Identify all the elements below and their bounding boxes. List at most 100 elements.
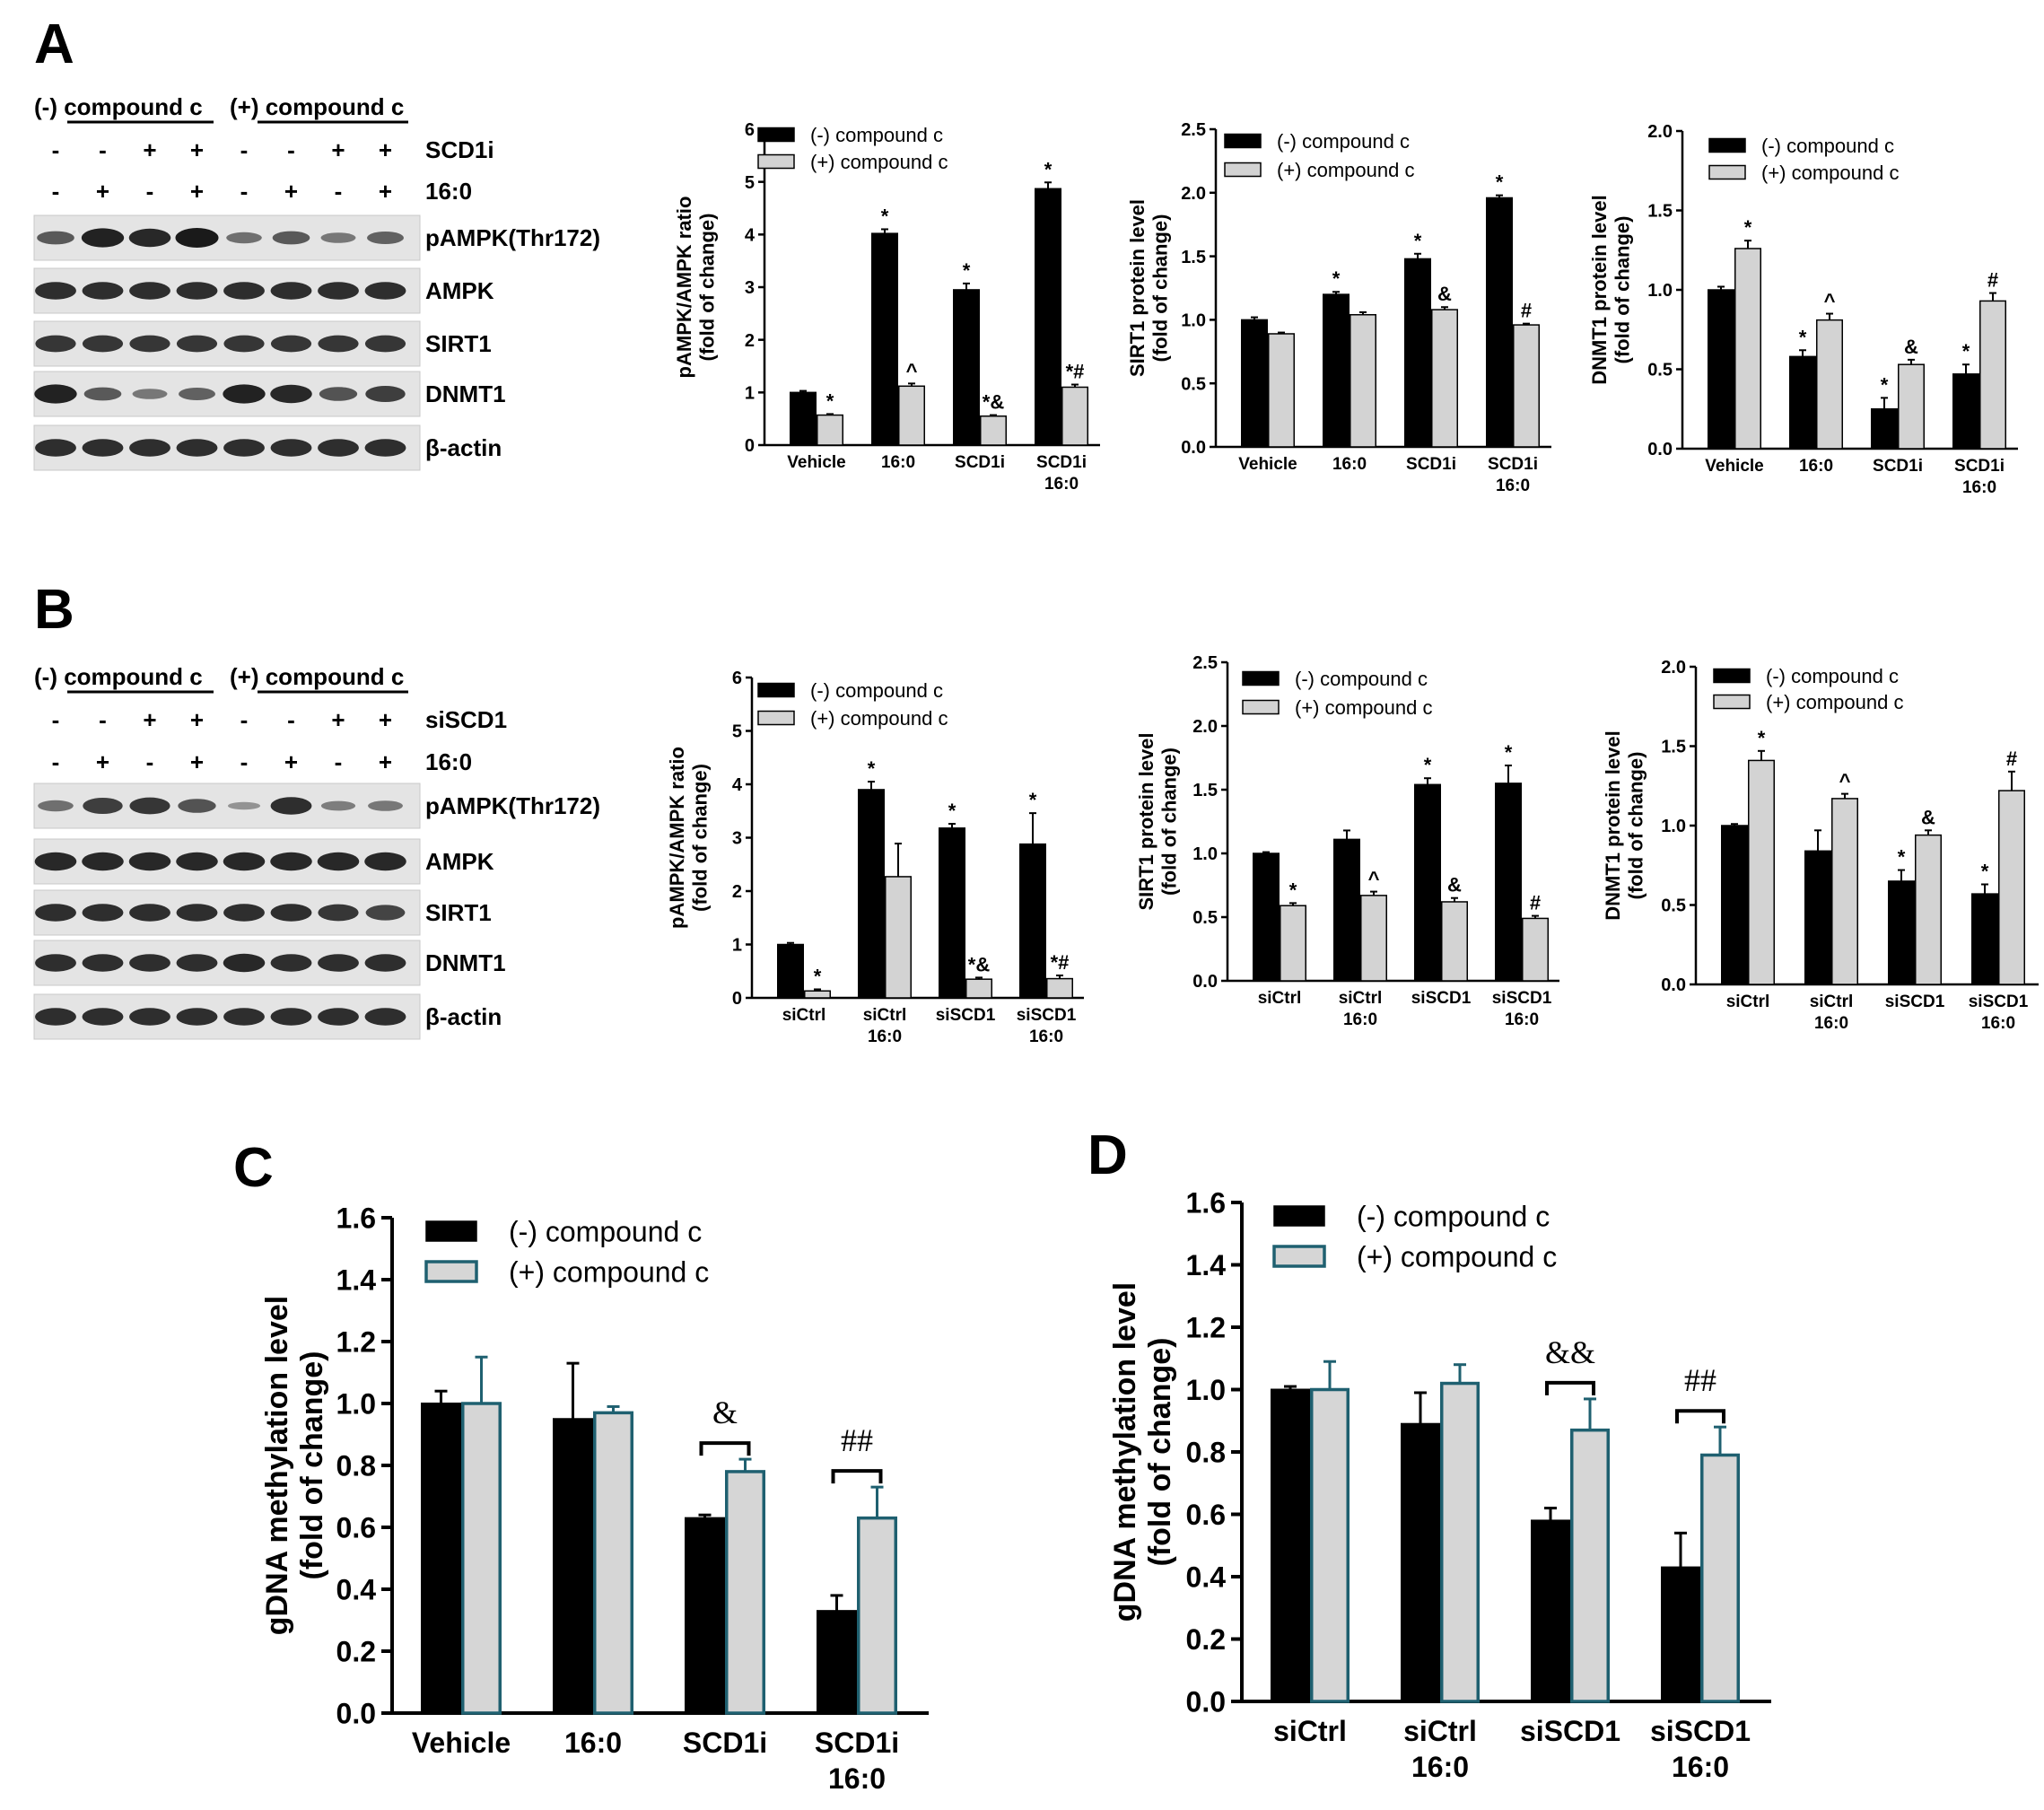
legend-label: (-) compound c (1277, 130, 1410, 153)
bar-plus-compound-c (898, 385, 925, 446)
bar-minus-compound-c (1035, 188, 1061, 446)
y-tick-label: 0.4 (336, 1574, 377, 1606)
blot-band (176, 1008, 218, 1026)
bar-minus-compound-c (817, 1610, 857, 1715)
blot-band (128, 228, 171, 248)
y-tick-label: 0.0 (1192, 972, 1218, 992)
y-tick-label: 0.0 (1186, 1686, 1226, 1718)
y-axis-label: DNMT1 protein level (1588, 195, 1611, 384)
blot-treatment-sign: - (287, 706, 295, 733)
blot-protein-label: β-actin (425, 434, 502, 461)
blot-band (223, 953, 266, 973)
blot-band (227, 801, 261, 810)
y-tick-label: 5 (732, 722, 742, 742)
blot-band (270, 797, 312, 815)
significance-bracket-label: && (1545, 1334, 1595, 1370)
significance-mark: * (1898, 846, 1906, 869)
blot-fa-sign: - (335, 748, 343, 775)
y-tick-label: 3 (732, 829, 742, 849)
y-tick-label: 4 (732, 775, 743, 795)
blot-band (82, 852, 124, 871)
bar-plus-compound-c (1979, 300, 2006, 450)
blot-fa-label: 16:0 (425, 748, 472, 775)
significance-mark: * (1496, 171, 1504, 194)
blot-band (176, 282, 218, 300)
legend-swatch (757, 710, 795, 726)
blot-band (35, 439, 76, 457)
y-axis-label: (fold of change) (295, 1351, 329, 1580)
significance-mark: & (1437, 283, 1452, 305)
blot-treatment-sign: - (240, 136, 249, 163)
chart-a-dnmt1-level: 0.0 0.5 1.0 1.5 2.0 DNMT1 protein level (fold … (1588, 122, 2018, 497)
blot-band (365, 905, 406, 921)
bar-plus-compound-c (1310, 1387, 1350, 1703)
blot-band (132, 389, 168, 399)
x-tick-label: Vehicle (787, 453, 846, 472)
bar-minus-compound-c (421, 1403, 461, 1714)
blot-band (38, 800, 74, 812)
y-tick-label: 1.0 (1647, 281, 1673, 301)
western-blot-b: (-) compound c (+) compound c - - + + - - + + siSC… (33, 663, 600, 1040)
y-tick-label: 0.0 (1181, 438, 1206, 458)
legend-swatch (757, 153, 795, 170)
significance-mark: ^ (1839, 770, 1851, 792)
blot-treatment-sign: + (143, 136, 156, 163)
y-tick-label: 1 (732, 936, 742, 956)
significance-bracket (699, 1441, 751, 1456)
y-tick-label: 4 (745, 226, 756, 246)
blot-fa-sign: - (335, 178, 343, 205)
bar-minus-compound-c (1401, 1422, 1440, 1702)
y-axis-label: (fold of change) (695, 214, 718, 362)
bar-plus-compound-c (1831, 798, 1858, 985)
blot-band (35, 1008, 76, 1026)
panel-label-d: D (1088, 1124, 1128, 1186)
bar-minus-compound-c (1253, 853, 1280, 982)
blot-band (176, 852, 218, 871)
y-tick-label: 1.0 (1661, 817, 1686, 836)
bar-minus-compound-c (685, 1517, 725, 1715)
y-axis-label: (fold of change) (1611, 216, 1633, 364)
bar-plus-compound-c (1816, 319, 1843, 450)
blot-band (175, 228, 219, 248)
significance-bracket-label: & (712, 1395, 738, 1430)
bar-plus-compound-c (1046, 977, 1073, 999)
significance-mark: & (1447, 874, 1462, 896)
significance-mark: * (1881, 373, 1889, 396)
bar-plus-compound-c (817, 414, 843, 446)
significance-mark: # (1521, 300, 1532, 322)
y-tick-label: 0.5 (1192, 908, 1218, 928)
blot-band (178, 799, 216, 813)
legend-swatch (1713, 694, 1751, 710)
bar-plus-compound-c (857, 1516, 897, 1715)
chart-a-pampk-ratio: 0 1 2 3 4 5 6 pAMPK/AMPK ratio (fold of change) *… (673, 120, 1100, 494)
x-tick-label: SCD1i (1036, 453, 1087, 472)
y-tick-label: 0.2 (336, 1636, 376, 1668)
x-tick-label: SCD1i (1873, 457, 1923, 476)
legend-label: (+) compound c (509, 1256, 709, 1289)
legend-swatch (1708, 164, 1746, 180)
y-axis-label: gDNA methylation level (260, 1296, 294, 1635)
blot-band (270, 852, 312, 871)
significance-mark: * (1799, 326, 1807, 348)
blot-band (320, 232, 356, 243)
panel-label-a: A (34, 13, 74, 75)
legend-label: (-) compound c (1295, 668, 1428, 690)
x-tick-label: Vehicle (412, 1727, 511, 1759)
x-tick-label: 16:0 (1672, 1751, 1729, 1783)
legend-label: (-) compound c (509, 1216, 702, 1248)
blot-protein-label: pAMPK(Thr172) (425, 224, 600, 251)
x-tick-label: siCtrl (1810, 992, 1854, 1011)
y-tick-label: 1.5 (1647, 202, 1673, 222)
blot-treatment-sign: + (331, 706, 345, 733)
blot-band (176, 954, 218, 972)
blot-group-plus-label: (+) compound c (230, 93, 404, 120)
legend-swatch (1224, 133, 1262, 149)
legend-label: (+) compound c (1357, 1241, 1557, 1273)
bar-plus-compound-c (725, 1470, 765, 1715)
blot-band (270, 1008, 312, 1026)
significance-mark: * (1981, 860, 1989, 882)
x-tick-label: 16:0 (1044, 475, 1079, 494)
blot-band (82, 1008, 124, 1026)
chart-b-dnmt1-level: 0.0 0.5 1.0 1.5 2.0 DNMT1 protein level (fold … (1602, 658, 2039, 1033)
